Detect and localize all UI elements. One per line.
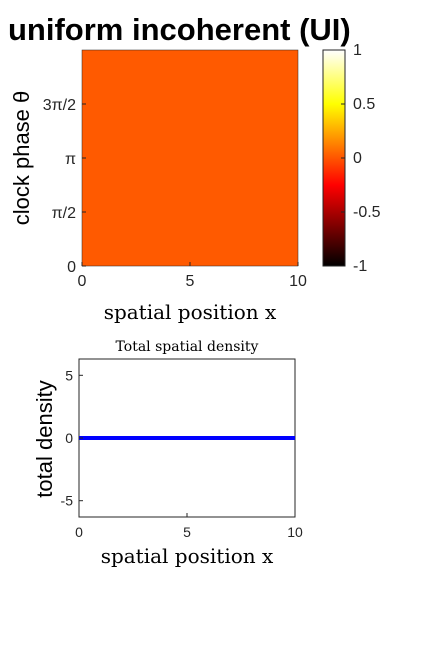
density-x-label: spatial position x [101,544,274,568]
density-x-tick-label: 10 [287,524,303,540]
colorbar-tick-label: 1 [353,42,362,59]
heatmap-area [81,49,299,267]
heatmap-y-tick-label: π/2 [52,205,76,222]
density-title: Total spatial density [116,339,259,355]
heatmap-y-tick-label: 0 [67,259,76,276]
colorbar-tick-label: -1 [353,258,367,275]
heatmap-y-ticks: 0 π/2 π 3π/2 [43,97,86,276]
density-x-ticks: 0 5 10 [75,513,303,540]
heatmap-x-tick-label: 5 [186,273,195,290]
colorbar-tick-label: -0.5 [353,204,381,221]
density-y-ticks: 5 0 -5 [61,367,83,509]
heatmap-y-tick-label: π [65,151,76,168]
heatmap-x-tick-label: 10 [289,273,307,290]
density-y-label: total density [32,380,57,497]
density-panel: Total spatial density 0 5 10 50-5 spatial … [32,339,303,568]
density-y-tick-label: 0 [65,430,73,446]
colorbar-tick-label: 0.5 [353,96,375,113]
heatmap-x-label: spatial position x [104,300,277,324]
heatmap-y-label: clock phase θ [9,91,34,226]
colorbar-ticks: 1 0.5 0 -0.5 -1 [341,42,381,275]
density-y-tick-label: -5 [61,493,74,509]
figure-title: uniform incoherent (UI) [8,12,351,47]
colorbar-tick-label: 0 [353,150,362,167]
density-x-tick-label: 0 [75,524,83,540]
heatmap-y-tick-label: 3π/2 [43,97,76,114]
density-y-tick-label: 5 [65,367,73,383]
density-x-tick-label: 5 [183,524,191,540]
heatmap-x-tick-label: 0 [78,273,87,290]
heatmap-x-ticks: 0 5 10 [78,262,307,290]
